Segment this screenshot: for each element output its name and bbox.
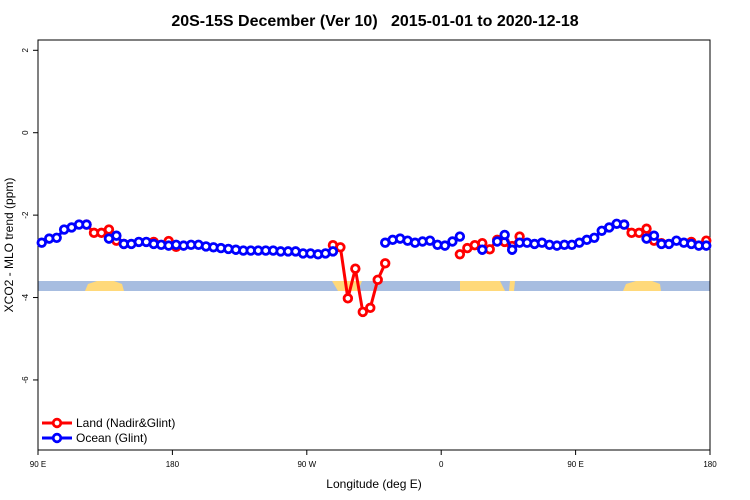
point [618,219,630,230]
legend-marker [51,432,63,444]
point [380,258,391,269]
point [327,246,339,257]
x-tick-label: 180 [703,460,717,469]
point [506,244,518,255]
point [648,230,660,241]
land-patch [460,281,505,291]
y-tick-label: 2 [21,48,30,53]
y-tick-label: -6 [21,376,30,384]
point [350,263,361,274]
point [111,230,122,241]
x-tick-label: 90 E [30,460,46,469]
point [447,236,458,247]
ocean-band [38,281,710,291]
chart-title: 20S-15S December (Ver 10) 2015-01-01 to … [171,13,578,30]
legend-label: Land (Nadir&Glint) [76,416,175,430]
point [357,306,368,318]
point [641,223,652,234]
land-patch [509,281,515,291]
point [36,237,47,248]
x-tick-label: 0 [439,460,444,469]
point [342,293,354,304]
point [81,219,92,230]
point [604,222,615,233]
x-axis-label: Longitude (deg E) [326,477,421,491]
land-patch [623,281,661,291]
x-tick-label: 90 E [567,460,583,469]
y-axis-label: XCO2 - MLO trend (ppm) [2,178,16,313]
point [103,224,115,235]
point [492,236,503,247]
point [499,229,510,241]
y-tick-label: 0 [21,130,30,135]
point [439,240,451,251]
x-tick-label: 90 W [297,460,316,469]
point [454,249,466,260]
point [335,242,346,253]
point [589,232,600,243]
x-tick-label: 180 [166,460,180,469]
point [701,240,712,251]
point [51,232,62,243]
legend-marker [51,417,63,429]
point [424,235,436,246]
legend-label: Ocean (Glint) [76,431,147,445]
y-tick-label: -2 [21,211,30,219]
land-patch [85,281,124,291]
point [454,231,466,242]
y-tick-label: -4 [21,293,30,301]
point [477,244,488,255]
point [365,302,376,314]
point [633,227,645,239]
point [372,274,383,286]
